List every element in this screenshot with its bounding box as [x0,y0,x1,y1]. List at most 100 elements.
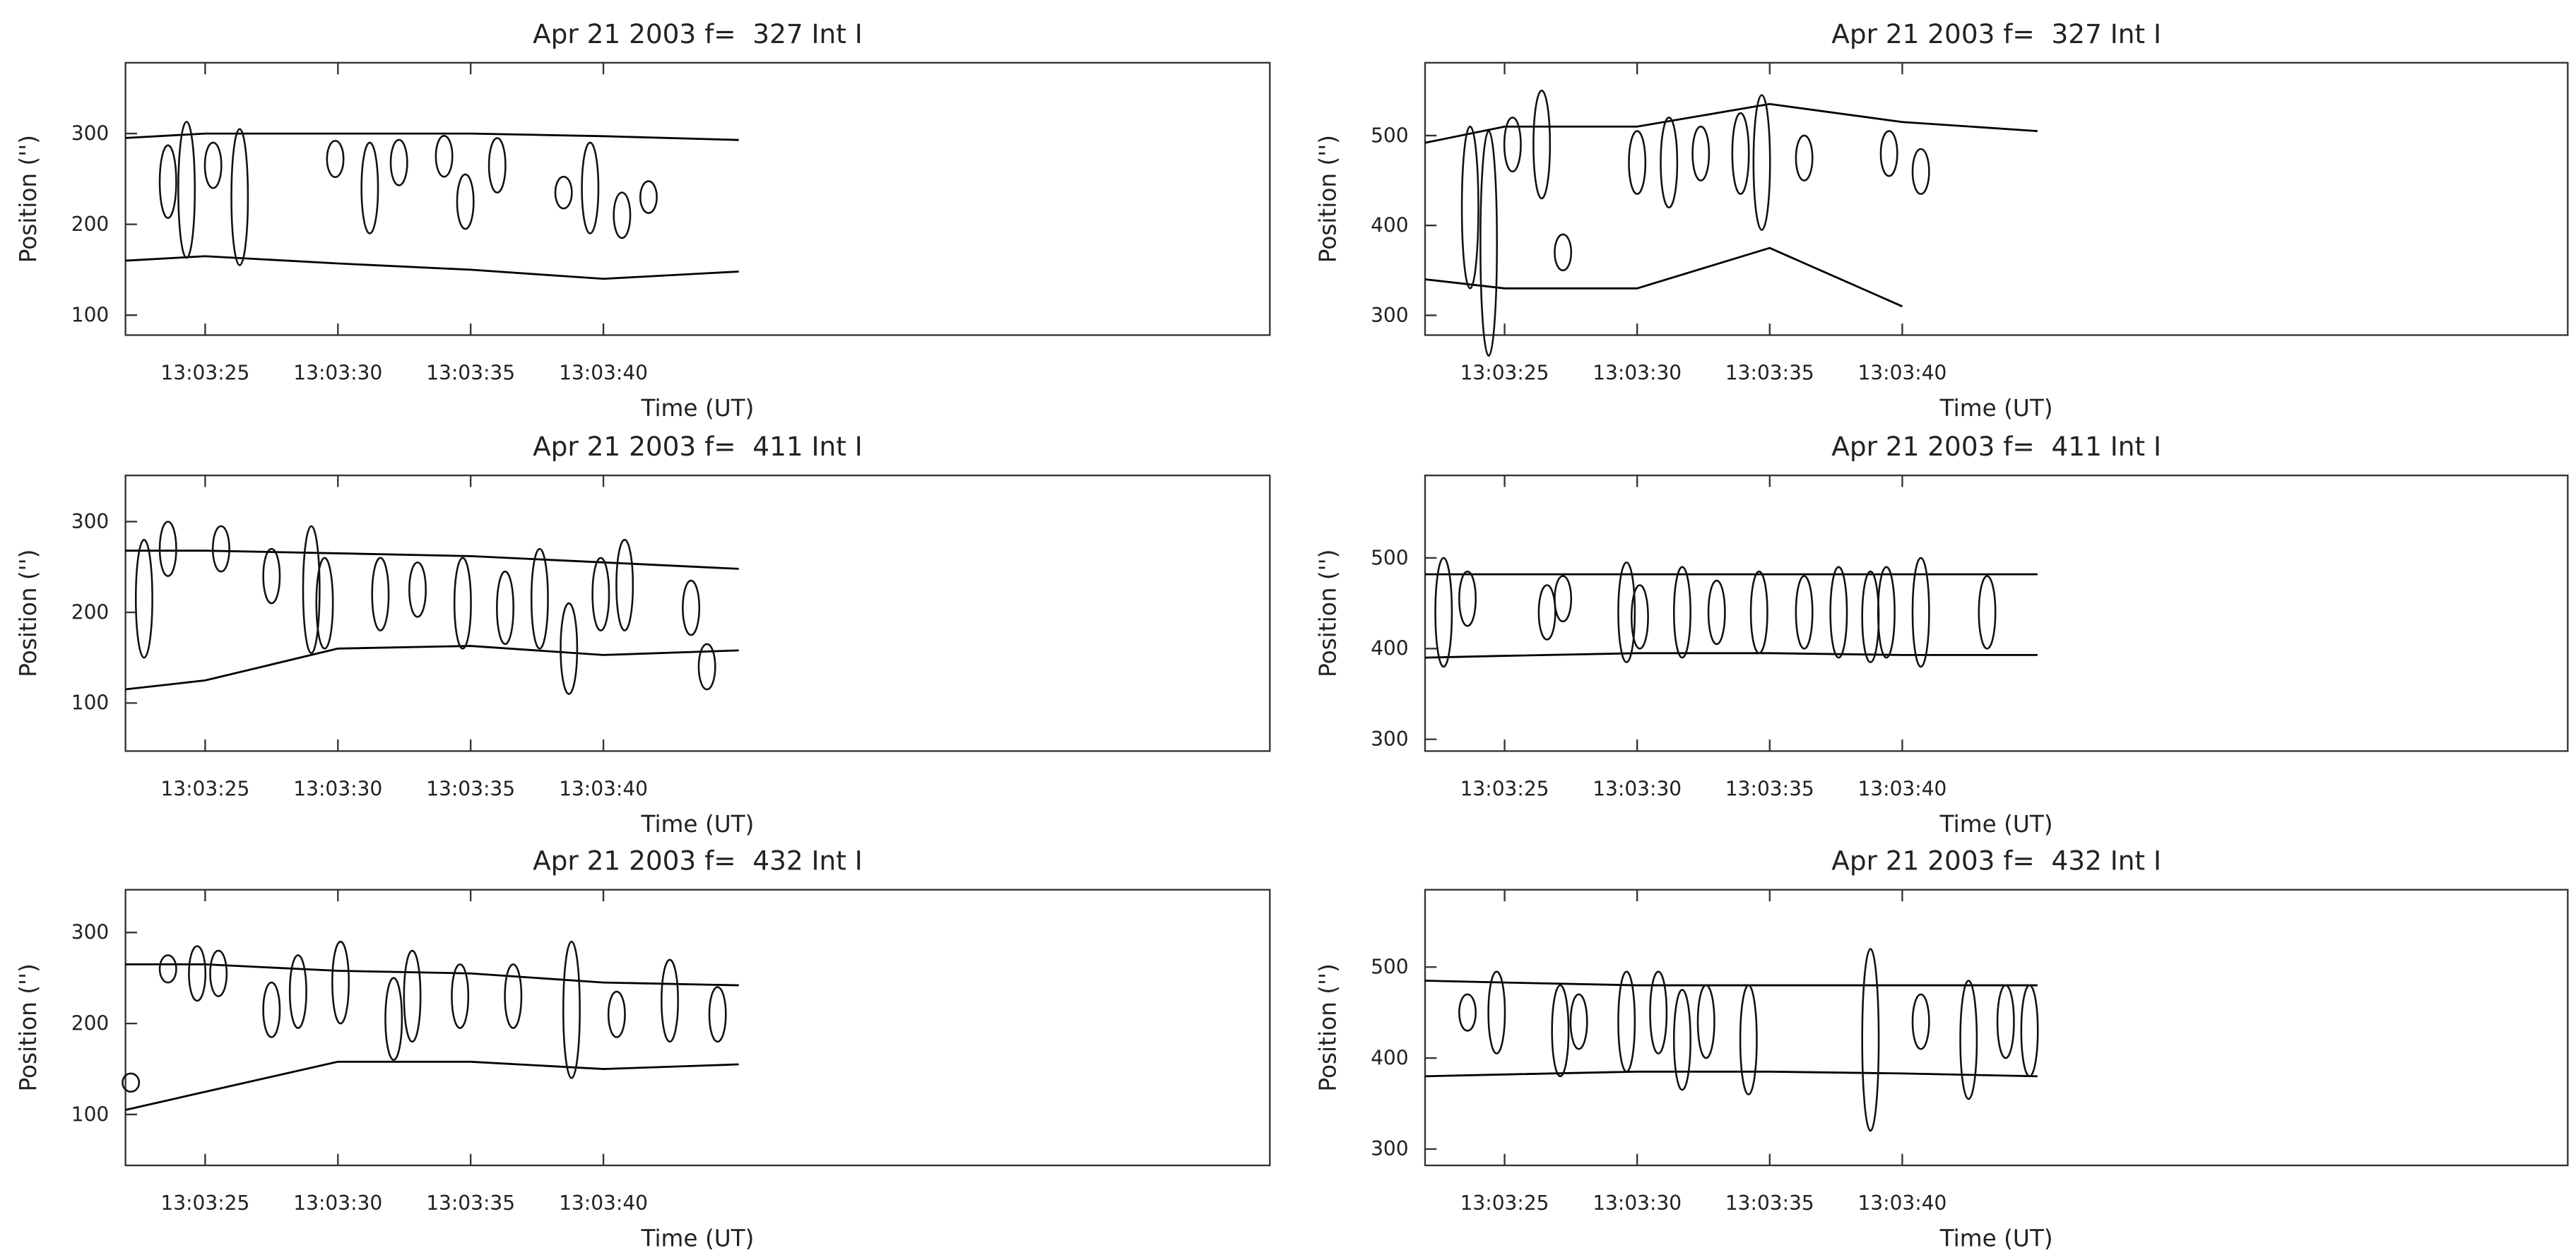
contour [1829,566,1848,659]
contour [326,140,345,179]
boundary-line [1424,246,1903,308]
contour [158,521,177,577]
x-axis-label: Time (UT) [1939,395,2053,422]
contour [1660,117,1679,209]
contour [661,958,679,1043]
contour [384,977,403,1061]
y-tick-label: 300 [71,121,110,145]
plot-frame [124,888,1271,1167]
y-tick-label: 500 [1371,546,1409,569]
contour [262,981,281,1038]
x-tick-label: 13:03:25 [1460,1191,1549,1215]
contour [554,175,573,210]
y-axis-label: Position ('') [15,963,42,1091]
contour [1479,130,1499,357]
chart-title: Apr 21 2003 f= 432 Int I [1831,845,2161,876]
contour [1532,89,1552,200]
contour [581,141,600,234]
contour [613,191,632,239]
contour [1911,557,1930,668]
boundary-line [1424,652,2038,659]
contour [134,538,153,659]
boundary-line [125,255,739,280]
y-tick-label: 500 [1371,956,1409,979]
x-tick-label: 13:03:30 [293,1191,382,1215]
x-tick-label: 13:03:30 [1593,778,1682,801]
y-tick-label: 500 [1371,124,1409,147]
x-axis-label: Time (UT) [640,395,754,422]
contour [504,963,523,1029]
contour [1879,130,1898,177]
contour [315,557,334,650]
x-tick-label: 13:03:25 [160,1191,249,1215]
x-tick-label: 13:03:35 [426,362,515,385]
contour [591,557,610,631]
contour [1696,984,1715,1059]
x-tick-label: 13:03:40 [559,362,648,385]
contour [158,144,177,219]
contour [1434,557,1453,668]
chart-title: Apr 21 2003 f= 432 Int I [533,845,863,876]
contour [1628,130,1647,195]
contour [331,940,350,1025]
contour [1861,948,1880,1132]
contour [1861,570,1880,663]
plot-frame [1424,61,2569,336]
contour [615,538,634,631]
x-tick-label: 13:03:40 [1857,778,1946,801]
y-axis-label: Position ('') [1314,135,1341,263]
contour [211,525,230,573]
contour [496,570,514,646]
contour [1487,970,1506,1054]
contour [1911,993,1930,1050]
contour [453,557,472,650]
x-axis-label: Time (UT) [1939,811,2053,838]
y-tick-label: 100 [71,304,110,327]
y-tick-label: 100 [71,1102,110,1126]
contour [360,141,379,234]
contour [708,986,727,1043]
x-tick-label: 13:03:35 [426,778,515,801]
contour [1911,148,1930,195]
contour [456,173,475,230]
contour [188,945,207,1002]
x-tick-label: 13:03:30 [293,362,382,385]
contour [1691,125,1711,182]
contour [1537,584,1556,641]
contour [389,138,408,186]
contour [1460,125,1479,290]
contour [1503,117,1522,173]
contour [408,561,427,618]
contour [1554,233,1573,272]
contour [1749,570,1768,655]
contour [1554,575,1573,623]
contour [209,949,228,997]
boundary-line [1424,102,2038,144]
y-tick-label: 300 [71,510,110,533]
plot-frame [1424,888,2569,1167]
contour [1996,984,2015,1059]
contour [1673,989,1691,1091]
contour [1795,575,1814,650]
contour [1551,984,1570,1078]
y-tick-label: 200 [71,600,110,624]
y-tick-label: 200 [71,1011,110,1035]
contour [451,963,470,1029]
boundary-line [125,549,739,570]
contour [1978,575,1997,650]
x-axis-label: Time (UT) [1939,1225,2053,1252]
x-tick-label: 13:03:30 [1593,1191,1682,1215]
y-tick-label: 400 [1371,1046,1409,1069]
contour [1752,94,1771,231]
contour [403,949,422,1043]
contour [562,940,581,1079]
contour [1673,566,1691,659]
contour [158,954,177,984]
boundary-line [1424,980,2038,987]
boundary-line [125,963,739,987]
x-tick-label: 13:03:30 [293,778,382,801]
contour [682,579,701,636]
contour [122,1072,141,1093]
